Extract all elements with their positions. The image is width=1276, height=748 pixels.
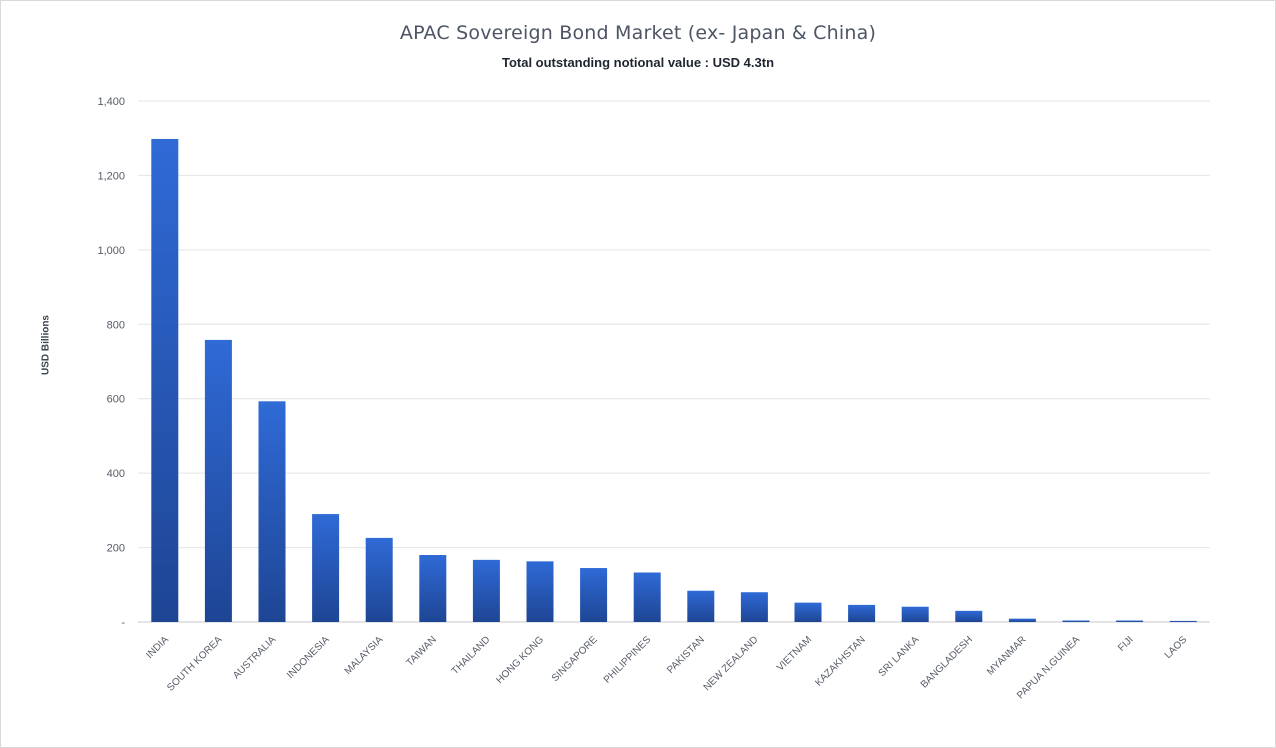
bar-laos bbox=[1169, 620, 1197, 622]
x-tick-label: HONG KONG bbox=[494, 634, 546, 686]
x-tick-label: MALAYSIA bbox=[343, 634, 386, 677]
y-tick-label: - bbox=[121, 617, 125, 629]
y-tick-label: 1,000 bbox=[97, 245, 125, 257]
x-tick-label: THAILAND bbox=[450, 634, 493, 677]
x-tick-label: SINGAPORE bbox=[550, 634, 600, 684]
bar-pakistan bbox=[687, 590, 715, 622]
x-tick-label: FIJI bbox=[1116, 634, 1136, 654]
chart-subtitle: Total outstanding notional value : USD 4… bbox=[501, 55, 775, 70]
y-tick-label: 400 bbox=[107, 468, 125, 480]
bar-vietnam bbox=[794, 602, 822, 622]
bar-bangladesh bbox=[955, 610, 983, 622]
bar-philippines bbox=[633, 572, 661, 622]
bar-hong-kong bbox=[526, 561, 554, 622]
y-tick-label: 800 bbox=[107, 319, 125, 331]
x-tick-label: SRI LANKA bbox=[877, 634, 922, 679]
bar-new-zealand bbox=[740, 592, 768, 622]
x-tick-label: MYANMAR bbox=[985, 634, 1028, 677]
chart-title: APAC Sovereign Bond Market (ex- Japan & … bbox=[399, 22, 877, 44]
x-tick-label: LAOS bbox=[1163, 634, 1190, 661]
bars bbox=[151, 138, 1197, 623]
bar-taiwan bbox=[419, 555, 447, 622]
x-tick-label: SOUTH KOREA bbox=[165, 634, 224, 693]
bar-kazakhstan bbox=[848, 604, 876, 622]
gridlines bbox=[138, 100, 1210, 623]
bar-singapore bbox=[580, 568, 608, 622]
y-tick-label: 1,200 bbox=[97, 170, 125, 182]
x-tick-label: INDONESIA bbox=[285, 634, 332, 681]
x-tick-label: KAZAKHSTAN bbox=[813, 634, 867, 688]
x-tick-label: AUSTRALIA bbox=[231, 634, 278, 681]
x-tick-label: VIETNAM bbox=[775, 634, 814, 673]
bar-myanmar bbox=[1008, 618, 1036, 622]
x-tick-label: INDIA bbox=[144, 634, 171, 661]
bar-india bbox=[151, 138, 179, 623]
y-axis-ticks: - 200 400 600 800 1,000 1,200 1,400 bbox=[97, 96, 125, 629]
y-tick-label: 600 bbox=[107, 394, 125, 406]
x-tick-label: PHILIPPINES bbox=[602, 634, 654, 686]
y-tick-label: 1,400 bbox=[97, 96, 125, 108]
bar-indonesia bbox=[312, 514, 340, 622]
bar-thailand bbox=[472, 559, 500, 622]
bar-papua-n-guinea bbox=[1062, 620, 1090, 622]
bar-south-korea bbox=[204, 339, 232, 622]
x-tick-label: BANGLADESH bbox=[919, 634, 975, 690]
bar-malaysia bbox=[365, 537, 393, 622]
x-tick-label: PAKISTAN bbox=[665, 634, 707, 676]
bar-fiji bbox=[1116, 620, 1144, 622]
bar-australia bbox=[258, 401, 286, 622]
bar-sri-lanka bbox=[901, 606, 929, 622]
x-tick-label: TAIWAN bbox=[404, 634, 438, 668]
x-tick-label: NEW ZEALAND bbox=[702, 634, 761, 693]
y-tick-label: 200 bbox=[107, 543, 125, 555]
